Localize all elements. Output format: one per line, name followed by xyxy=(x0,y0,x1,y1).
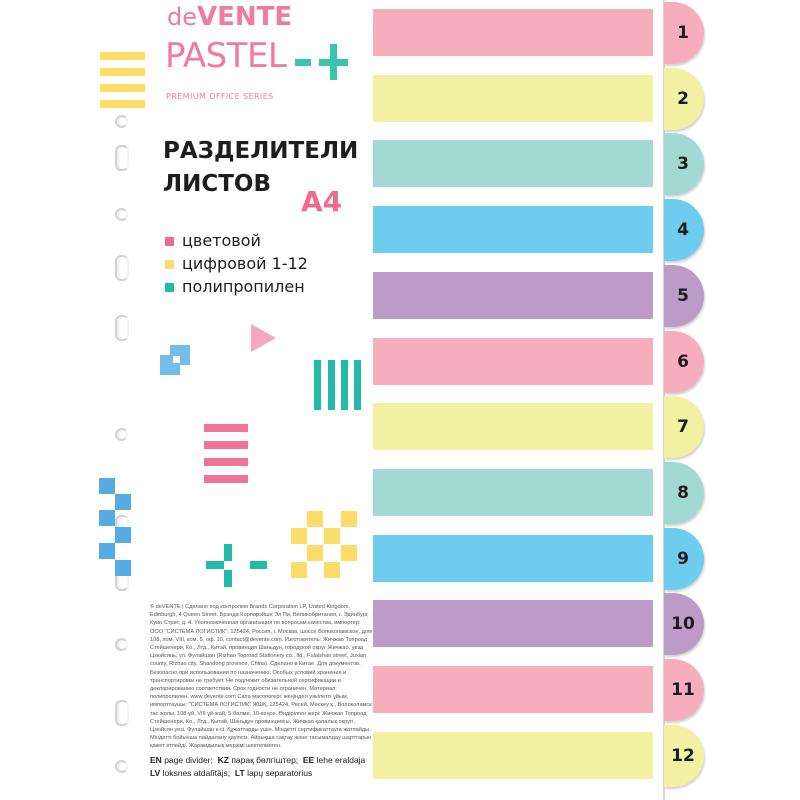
tab-number: 9 xyxy=(677,548,689,569)
feature-label: цветовой xyxy=(182,231,261,250)
divider-color-bar xyxy=(373,206,653,254)
tab-number: 6 xyxy=(677,351,689,372)
feature-item: цифровой 1-12 xyxy=(165,254,308,274)
language-list: EN page divider; KZ парақ бөлгіштер; EE … xyxy=(150,754,366,778)
tab-number: 5 xyxy=(677,285,689,306)
punch-hole xyxy=(115,145,129,171)
punch-hole xyxy=(115,700,129,726)
tab-number: 11 xyxy=(671,680,695,700)
format-label: A4 xyxy=(301,185,343,218)
divider-color-bar xyxy=(373,534,653,582)
series-label: PREMIUM OFFICE SERIES xyxy=(166,92,274,101)
punch-hole xyxy=(115,115,128,128)
divider-color-bar xyxy=(373,9,653,56)
tab-number: 8 xyxy=(677,482,689,503)
feature-item: цветовой xyxy=(165,231,261,251)
divider-color-bar xyxy=(373,271,653,319)
bullet-square-icon xyxy=(165,282,174,292)
tab-number: 7 xyxy=(677,417,689,438)
divider-color-bar xyxy=(373,666,653,713)
divider-color-bar xyxy=(373,468,653,516)
product-line: PASTEL xyxy=(165,36,287,76)
teal-bars-icon xyxy=(314,360,361,410)
divider-color-bar xyxy=(373,337,653,385)
teal-plus-icon xyxy=(295,44,348,80)
product-title: РАЗДЕЛИТЕЛИ ЛИСТОВ xyxy=(163,135,358,201)
bullet-square-icon xyxy=(165,259,174,269)
divider-color-bar xyxy=(373,74,653,122)
pink-lines-icon xyxy=(204,424,248,483)
yellow-lines-icon xyxy=(100,52,145,108)
tab-number: 12 xyxy=(671,745,695,766)
divider-color-bar xyxy=(373,140,653,188)
feature-label: цифровой 1-12 xyxy=(182,254,308,273)
blue-checker-icon xyxy=(99,478,131,576)
feature-label: полипропилен xyxy=(182,277,305,296)
title-line-1: РАЗДЕЛИТЕЛИ xyxy=(163,138,359,164)
tab-number: 1 xyxy=(677,23,689,43)
blue-pixel-icon xyxy=(160,345,190,375)
feature-item: полипропилен xyxy=(165,277,305,297)
punch-hole xyxy=(115,638,128,651)
yellow-checker-icon xyxy=(291,511,357,578)
tab-number: 4 xyxy=(677,220,689,241)
punch-hole xyxy=(115,428,128,441)
divider-color-bar xyxy=(373,731,653,779)
pink-triangle-icon xyxy=(251,324,276,352)
punch-hole xyxy=(115,255,129,281)
label-text-block: © deVENTE | Сделано под контролем Brands… xyxy=(150,603,374,780)
title-line-2: ЛИСТОВ xyxy=(163,171,272,197)
teal-plus-icon-2 xyxy=(206,544,267,587)
divider-color-bar xyxy=(373,403,653,451)
punch-hole xyxy=(115,315,129,341)
tab-number: 10 xyxy=(671,614,695,635)
tab-number: 2 xyxy=(677,88,689,109)
tab-number: 3 xyxy=(677,154,689,175)
brand-logo: deVENTE xyxy=(167,2,293,32)
bullet-square-icon xyxy=(165,236,174,246)
divider-color-bar xyxy=(373,600,653,648)
punch-hole xyxy=(115,760,128,773)
punch-hole xyxy=(115,208,128,221)
legal-text: © deVENTE | Сделано под контролем Brands… xyxy=(150,604,372,750)
